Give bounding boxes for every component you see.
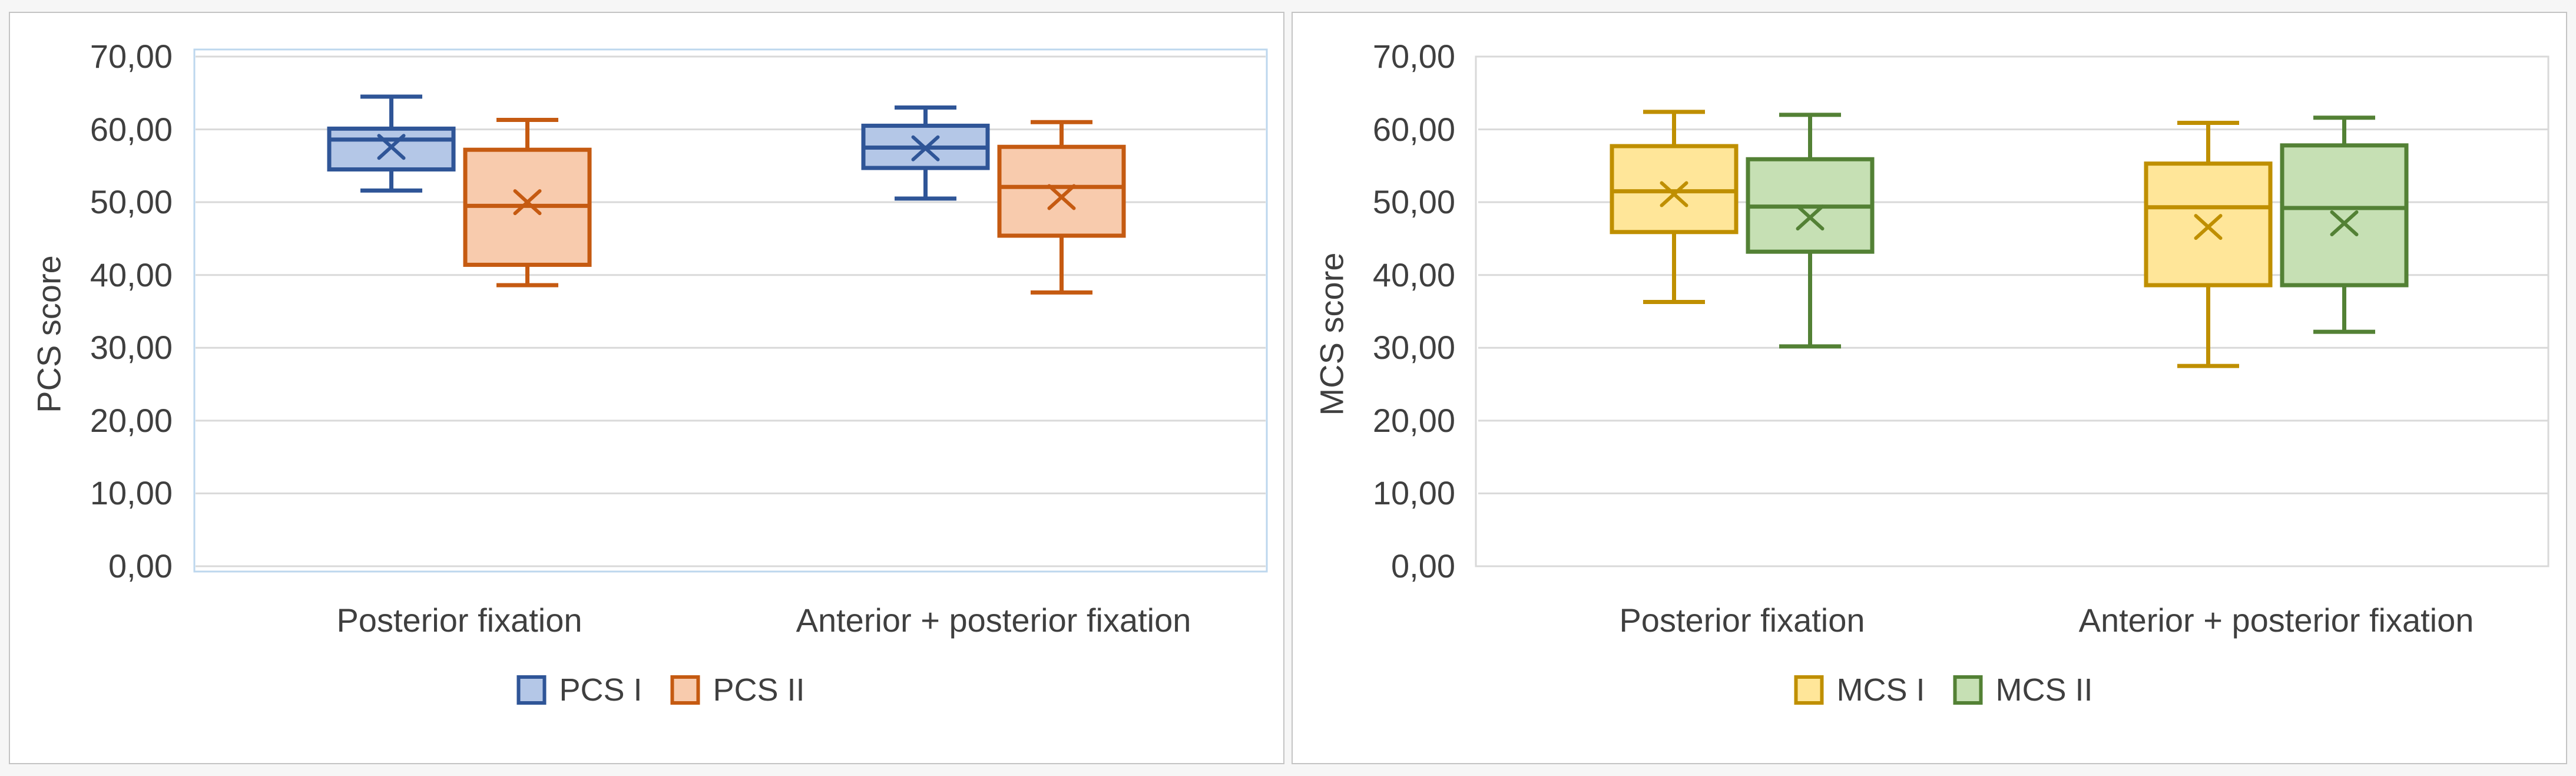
y-tick-label: 70,00 — [1372, 38, 1455, 75]
legend-swatch-pcs2 — [670, 675, 700, 705]
mean-x-marker — [377, 134, 406, 160]
plot-area-border — [1475, 55, 2549, 567]
plot-area-border — [193, 48, 1268, 573]
y-tick-label: 50,00 — [90, 183, 173, 221]
legend-label: PCS II — [713, 672, 805, 708]
mean-x-marker — [1660, 181, 1688, 207]
legend-swatch-pcs1 — [516, 675, 547, 705]
category-label: Posterior fixation — [336, 602, 582, 639]
chart-panel-pcs: PCS score 0,00 10,00 20,00 30,00 40,00 50,00 6… — [9, 12, 1284, 764]
legend-label: MCS I — [1836, 672, 1925, 708]
y-tick-label: 30,00 — [1372, 329, 1455, 366]
y-tick-label: 40,00 — [1372, 256, 1455, 293]
y-tick-label: 60,00 — [90, 110, 173, 148]
box — [997, 144, 1126, 238]
legend-swatch-mcs1 — [1794, 675, 1824, 705]
box — [1610, 144, 1739, 235]
legend: PCS I PCS II — [516, 672, 805, 708]
y-tick-label: 0,00 — [1391, 547, 1455, 585]
y-tick-label: 40,00 — [90, 256, 173, 293]
legend: MCS I MCS II — [1794, 672, 2093, 708]
legend-swatch-mcs2 — [1953, 675, 1983, 705]
y-tick-label: 10,00 — [1372, 474, 1455, 512]
mean-x-marker — [1047, 184, 1076, 210]
legend-item: MCS I — [1794, 672, 1925, 708]
y-tick-label: 20,00 — [90, 401, 173, 439]
legend-item: MCS II — [1953, 672, 2093, 708]
legend-label: PCS I — [559, 672, 643, 708]
y-tick-label: 30,00 — [90, 329, 173, 366]
mcs-boxplot-svg — [1475, 55, 2549, 567]
y-tick-label: 60,00 — [1372, 110, 1455, 148]
category-label: Anterior + posterior fixation — [796, 602, 1191, 639]
y-tick-label: 50,00 — [1372, 183, 1455, 221]
legend-label: MCS II — [1995, 672, 2093, 708]
legend-item: PCS I — [516, 672, 643, 708]
category-label: Anterior + posterior fixation — [2078, 602, 2474, 639]
y-tick-label: 10,00 — [90, 474, 173, 512]
y-tick-label: 70,00 — [90, 38, 173, 75]
mean-x-marker — [2194, 214, 2223, 240]
chart-panel-mcs: MCS score 0,00 10,00 20,00 30,00 40,00 50,00 6… — [1292, 12, 2567, 764]
mean-x-marker — [2330, 210, 2359, 236]
y-tick-label: 0,00 — [108, 547, 173, 585]
legend-item: PCS II — [670, 672, 805, 708]
pcs-boxplot-svg — [193, 48, 1268, 573]
mean-x-marker — [911, 135, 940, 161]
box — [2280, 143, 2409, 288]
mean-x-marker — [513, 189, 542, 216]
y-tick-label: 20,00 — [1372, 401, 1455, 439]
box — [2144, 161, 2273, 288]
mean-x-marker — [1796, 204, 1825, 231]
category-label: Posterior fixation — [1619, 602, 1865, 639]
